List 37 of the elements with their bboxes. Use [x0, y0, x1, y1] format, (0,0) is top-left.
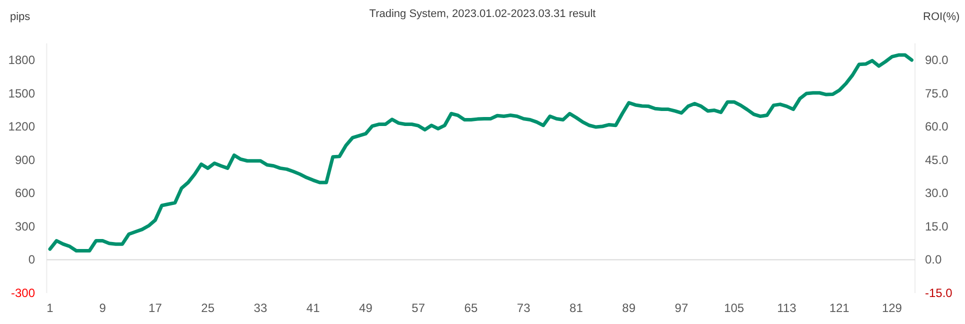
chart-title: Trading System, 2023.01.02-2023.03.31 result	[369, 8, 596, 20]
x-tick-label: 73	[516, 301, 531, 315]
y2-axis-title: ROI(%)	[923, 11, 960, 23]
x-tick-label: 57	[412, 301, 426, 315]
y2-tick-label: 90.0	[925, 53, 949, 68]
y-tick-label: 1500	[8, 86, 36, 100]
y-tick-label: 300	[14, 219, 36, 234]
y-tick-label: 1800	[8, 53, 36, 68]
x-tick-label: 97	[674, 301, 688, 315]
y-tick-label: 0	[28, 252, 36, 267]
y-tick-label: 900	[14, 152, 36, 167]
x-tick-label: 1	[46, 301, 54, 315]
x-tick-label: 33	[254, 301, 268, 315]
line-series	[48, 53, 914, 252]
y2-tick-label: 75.0	[925, 86, 949, 100]
x-tick-label: 49	[359, 301, 373, 315]
x-tick-label: 121	[829, 301, 850, 315]
x-tick-label: 113	[777, 301, 797, 315]
x-tick-label: 9	[99, 301, 106, 315]
y2-tick-label: 15.0	[925, 219, 949, 234]
x-tick-label: 89	[622, 301, 636, 315]
y-tick-label: 1200	[8, 120, 36, 134]
x-tick-label: 65	[464, 301, 478, 315]
y-tick-label: 600	[14, 186, 36, 200]
y2-tick-label: -15.0	[925, 286, 953, 300]
y2-tick-label: 60.0	[925, 120, 949, 134]
y-axis-title: pips	[10, 11, 31, 23]
x-tick-label: 129	[882, 301, 902, 315]
y-tick-label: -300	[10, 286, 36, 300]
y2-tick-label: 45.0	[925, 152, 949, 167]
x-tick-label: 81	[570, 301, 584, 315]
y2-tick-label: 0.0	[925, 252, 942, 267]
x-tick-label: 25	[201, 301, 215, 315]
x-tick-label: 41	[306, 301, 320, 315]
x-tick-label: 105	[724, 301, 744, 315]
x-tick-label: 17	[148, 301, 162, 315]
y2-tick-label: 30.0	[925, 186, 949, 200]
